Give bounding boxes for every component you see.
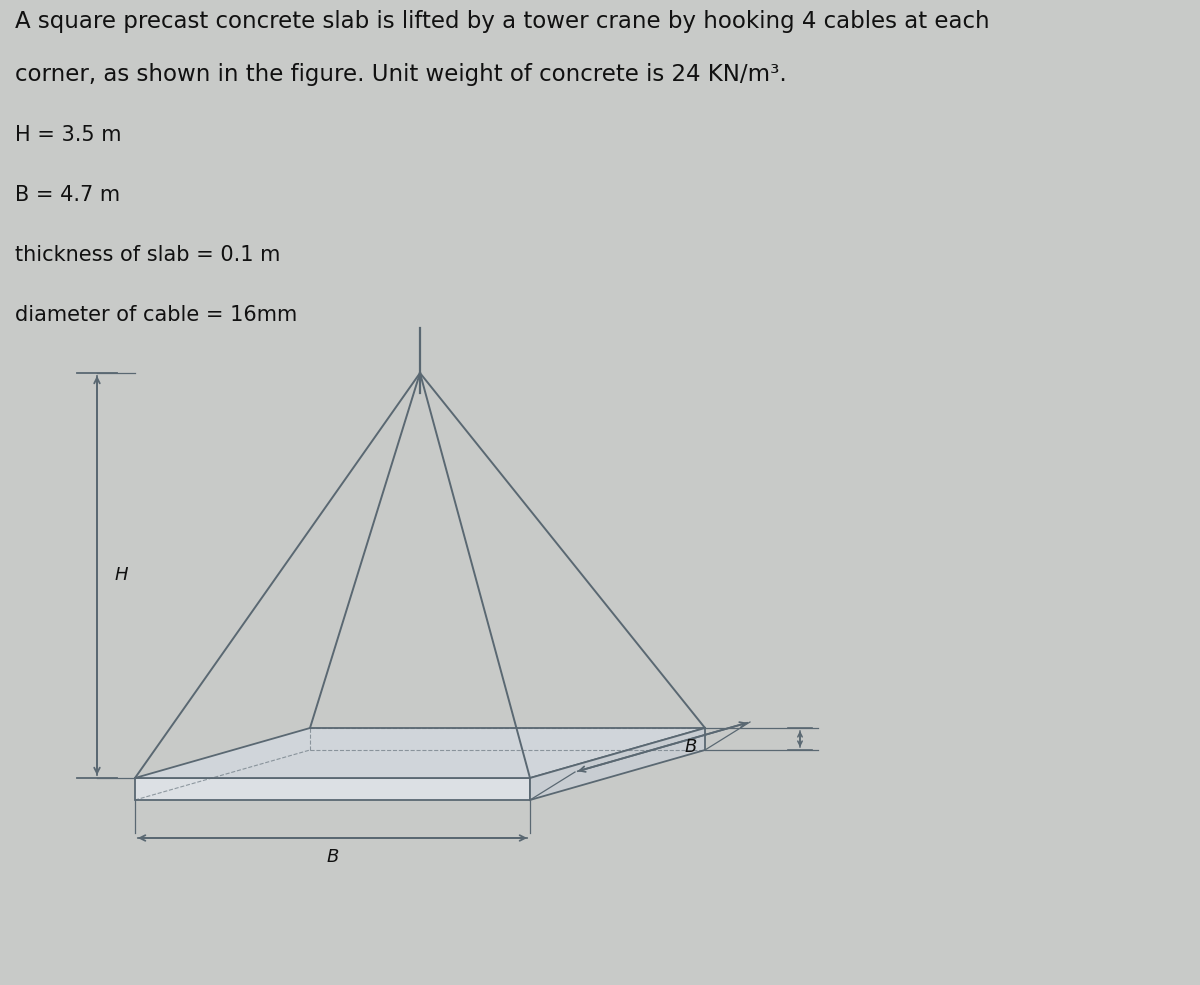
Text: B = 4.7 m: B = 4.7 m bbox=[14, 185, 120, 205]
Text: A square precast concrete slab is lifted by a tower crane by hooking 4 cables at: A square precast concrete slab is lifted… bbox=[14, 10, 990, 33]
Text: thickness of slab = 0.1 m: thickness of slab = 0.1 m bbox=[14, 245, 281, 265]
Text: corner, as shown in the figure. Unit weight of concrete is 24 KN/m³.: corner, as shown in the figure. Unit wei… bbox=[14, 63, 787, 86]
Polygon shape bbox=[134, 778, 530, 800]
Text: H = 3.5 m: H = 3.5 m bbox=[14, 125, 121, 145]
Text: B: B bbox=[684, 738, 697, 756]
Text: H: H bbox=[115, 566, 128, 584]
Text: diameter of cable = 16mm: diameter of cable = 16mm bbox=[14, 305, 298, 325]
Polygon shape bbox=[134, 728, 706, 778]
Text: B: B bbox=[326, 848, 338, 866]
Polygon shape bbox=[530, 728, 706, 800]
